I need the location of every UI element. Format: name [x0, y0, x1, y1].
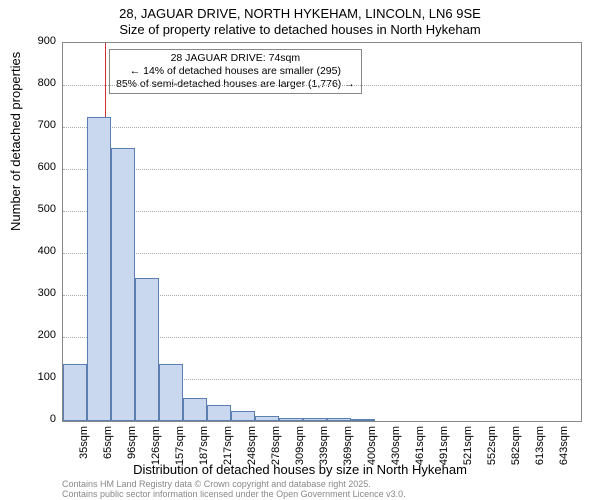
histogram-bar [327, 418, 351, 421]
chart-title-line2: Size of property relative to detached ho… [0, 22, 600, 37]
y-axis-title: Number of detached properties [8, 52, 23, 231]
chart-title-line1: 28, JAGUAR DRIVE, NORTH HYKEHAM, LINCOLN… [0, 6, 600, 21]
y-tick-label: 300 [26, 287, 56, 299]
x-tick-label: 643sqm [558, 426, 570, 476]
y-tick-label: 900 [26, 35, 56, 47]
y-tick-label: 800 [26, 77, 56, 89]
x-tick-label: 96sqm [126, 426, 138, 476]
y-tick-label: 700 [26, 119, 56, 131]
x-tick-label: 35sqm [78, 426, 90, 476]
histogram-bar [159, 364, 183, 421]
y-tick-label: 400 [26, 245, 56, 257]
x-tick-label: 217sqm [222, 426, 234, 476]
footer-attribution: Contains HM Land Registry data © Crown c… [62, 480, 406, 500]
x-tick-label: 613sqm [534, 426, 546, 476]
x-tick-label: 521sqm [462, 426, 474, 476]
annotation-line1: 28 JAGUAR DRIVE: 74sqm [116, 52, 355, 65]
gridline [63, 85, 581, 86]
x-tick-label: 552sqm [486, 426, 498, 476]
histogram-bar [183, 398, 207, 421]
histogram-bar [207, 405, 231, 421]
x-tick-label: 309sqm [294, 426, 306, 476]
x-tick-label: 400sqm [366, 426, 378, 476]
histogram-bar [135, 278, 159, 421]
chart-container: 28, JAGUAR DRIVE, NORTH HYKEHAM, LINCOLN… [0, 0, 600, 500]
y-tick-label: 100 [26, 371, 56, 383]
x-tick-label: 461sqm [414, 426, 426, 476]
y-tick-label: 0 [26, 413, 56, 425]
histogram-bar [87, 117, 111, 422]
x-tick-label: 187sqm [198, 426, 210, 476]
histogram-bar [351, 419, 375, 421]
gridline [63, 169, 581, 170]
x-tick-label: 65sqm [102, 426, 114, 476]
gridline [63, 211, 581, 212]
x-tick-label: 369sqm [342, 426, 354, 476]
histogram-bar [231, 411, 255, 422]
y-tick-label: 600 [26, 161, 56, 173]
y-tick-label: 200 [26, 329, 56, 341]
x-tick-label: 278sqm [270, 426, 282, 476]
x-tick-label: 157sqm [174, 426, 186, 476]
histogram-bar [255, 416, 279, 421]
annotation-box: 28 JAGUAR DRIVE: 74sqm ← 14% of detached… [109, 49, 362, 94]
plot-area: 28 JAGUAR DRIVE: 74sqm ← 14% of detached… [62, 42, 582, 422]
footer-line2: Contains public sector information licen… [62, 490, 406, 500]
annotation-line2: ← 14% of detached houses are smaller (29… [116, 65, 355, 78]
gridline [63, 127, 581, 128]
x-tick-label: 582sqm [510, 426, 522, 476]
x-tick-label: 126sqm [150, 426, 162, 476]
histogram-bar [303, 418, 327, 421]
x-tick-label: 248sqm [246, 426, 258, 476]
histogram-bar [63, 364, 87, 421]
y-tick-label: 500 [26, 203, 56, 215]
histogram-bar [279, 418, 303, 421]
x-tick-label: 491sqm [438, 426, 450, 476]
x-tick-label: 339sqm [318, 426, 330, 476]
x-tick-label: 430sqm [390, 426, 402, 476]
histogram-bar [111, 148, 135, 421]
gridline [63, 253, 581, 254]
